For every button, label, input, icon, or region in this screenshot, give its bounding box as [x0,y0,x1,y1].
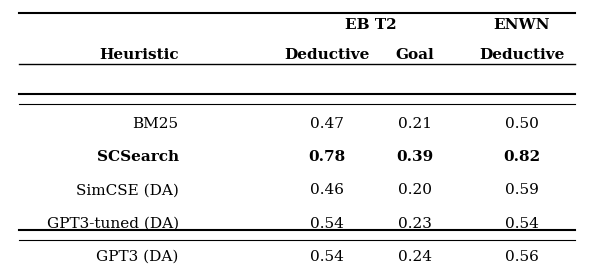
Text: 0.24: 0.24 [398,250,432,264]
Text: SimCSE (DA): SimCSE (DA) [76,183,179,197]
Text: 0.54: 0.54 [309,250,343,264]
Text: GPT3-tuned (DA): GPT3-tuned (DA) [47,217,179,231]
Text: 0.54: 0.54 [505,217,539,231]
Text: 0.56: 0.56 [505,250,539,264]
Text: 0.78: 0.78 [308,150,345,164]
Text: 0.54: 0.54 [309,217,343,231]
Text: 0.82: 0.82 [503,150,540,164]
Text: 0.50: 0.50 [505,117,539,131]
Text: 0.21: 0.21 [398,117,432,131]
Text: 0.47: 0.47 [309,117,343,131]
Text: ENWN: ENWN [494,18,550,32]
Text: EB T2: EB T2 [345,18,397,32]
Text: GPT3 (DA): GPT3 (DA) [96,250,179,264]
Text: BM25: BM25 [132,117,179,131]
Text: 0.20: 0.20 [398,183,432,197]
Text: 0.39: 0.39 [397,150,434,164]
Text: SCSearch: SCSearch [97,150,179,164]
Text: 0.46: 0.46 [309,183,343,197]
Text: 0.23: 0.23 [399,217,432,231]
Text: Goal: Goal [396,48,435,62]
Text: Deductive: Deductive [284,48,369,62]
Text: Deductive: Deductive [479,48,564,62]
Text: 0.59: 0.59 [505,183,539,197]
Text: Heuristic: Heuristic [99,48,179,62]
